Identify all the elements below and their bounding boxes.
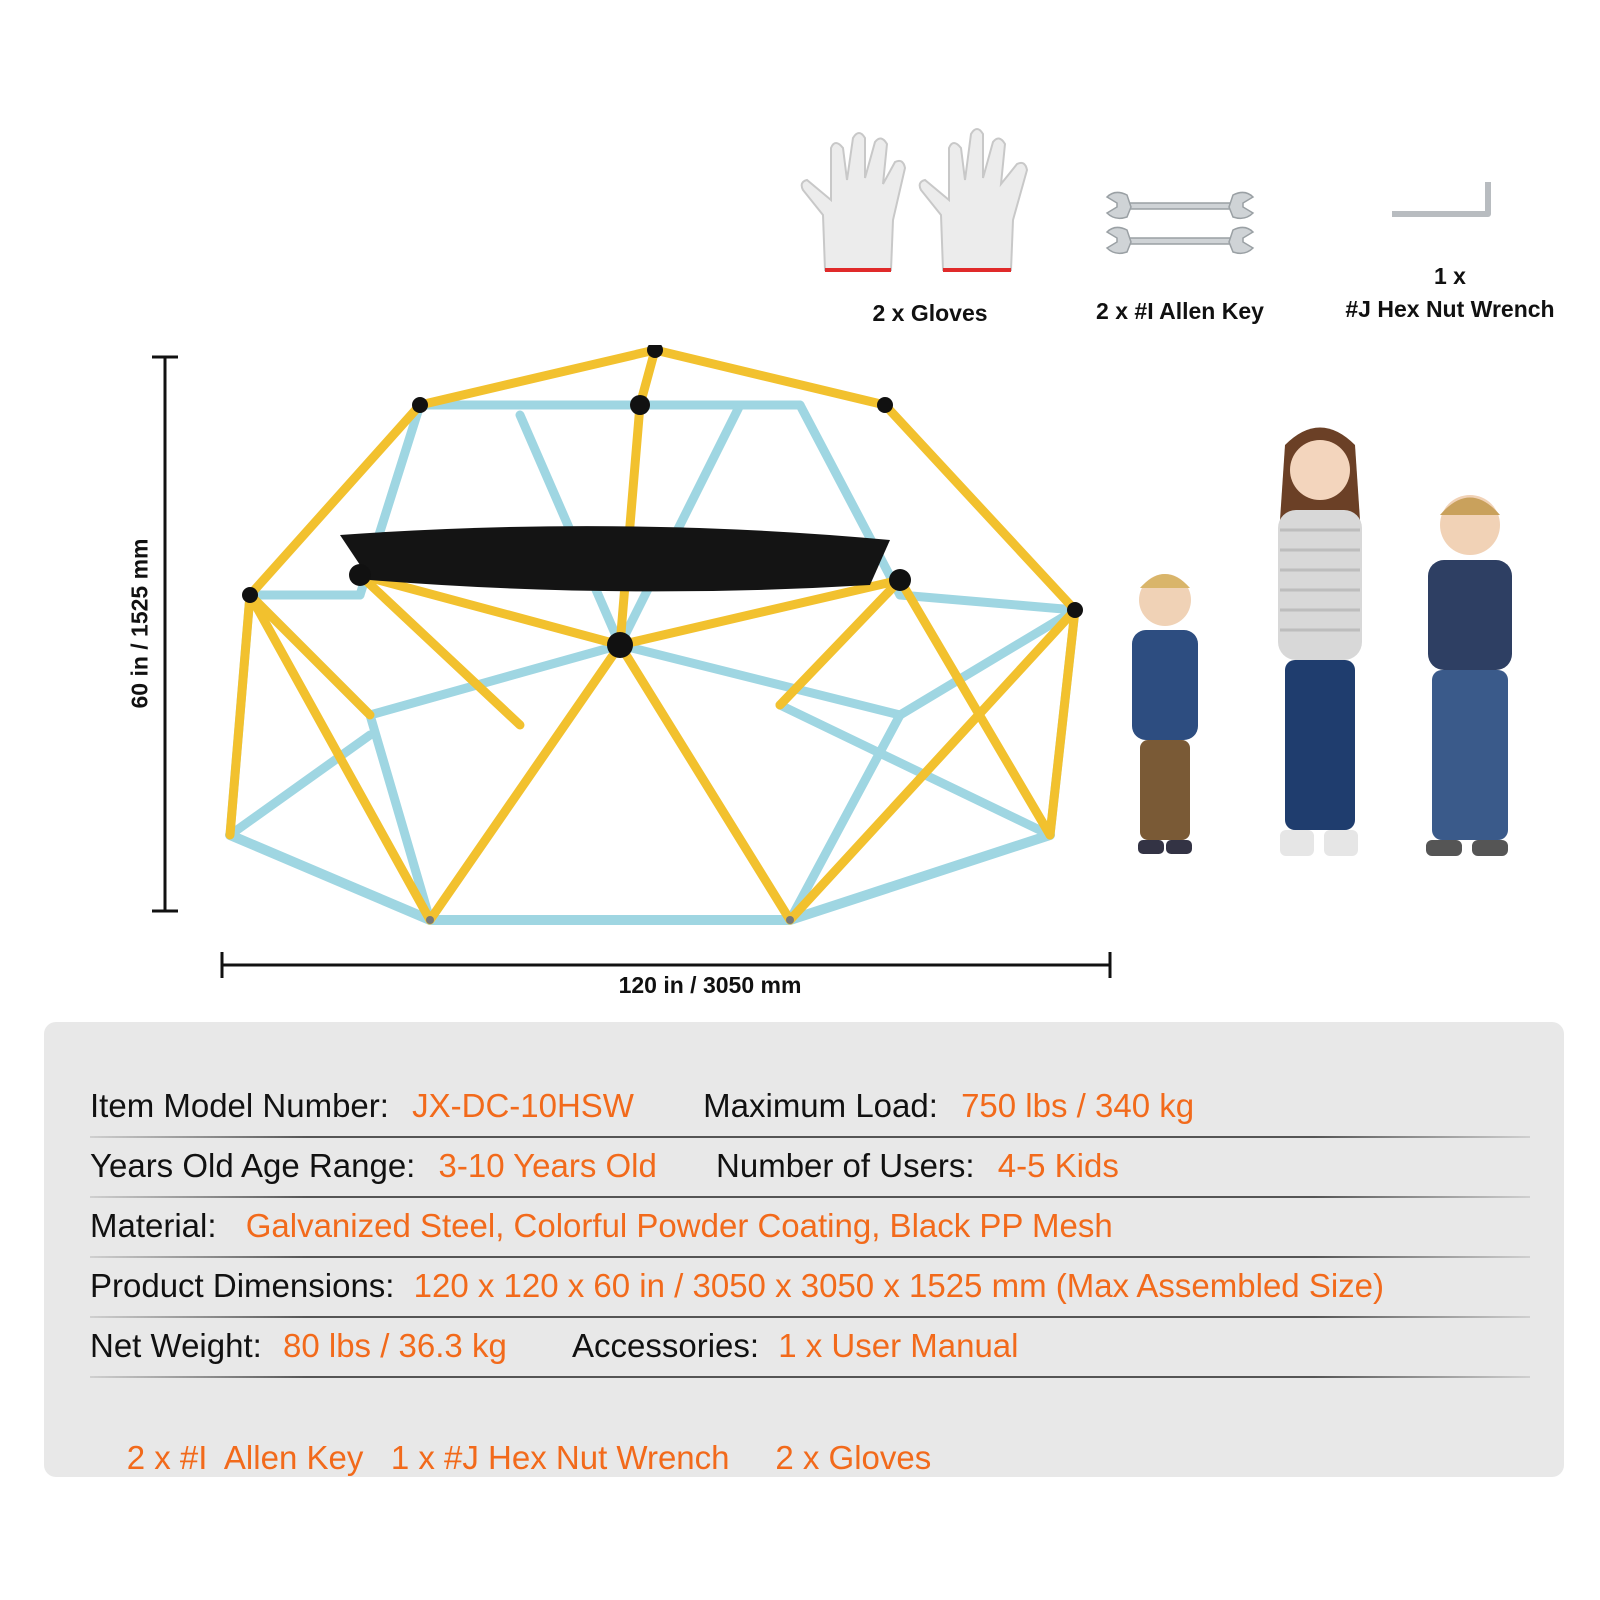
- spec-row-accessories-list: 2 x #I Allen Key 1 x #J Hex Nut Wrench 2…: [90, 1380, 932, 1476]
- allen-key-label: 2 x #I Allen Key: [1096, 298, 1264, 324]
- spec-row-model-load: Item Model Number: JX-DC-10HSW Maximum L…: [90, 1080, 1194, 1132]
- users-label: Number of Users:: [716, 1147, 975, 1184]
- toddler-figure: [1132, 574, 1198, 854]
- age-label: Years Old Age Range:: [90, 1147, 416, 1184]
- boy-figure: [1426, 495, 1512, 856]
- width-label: 120 in / 3050 mm: [618, 972, 802, 998]
- weight-label: Net Weight:: [90, 1327, 262, 1364]
- age-value: 3-10 Years Old: [438, 1147, 657, 1184]
- divider: [90, 1316, 1530, 1318]
- divider: [90, 1376, 1530, 1378]
- gloves-label: 2 x Gloves: [872, 300, 988, 326]
- spec-panel: Item Model Number: JX-DC-10HSW Maximum L…: [44, 1022, 1564, 1477]
- height-label: 60 in / 1525 mm: [126, 538, 153, 709]
- weight-value: 80 lbs / 36.3 kg: [282, 1327, 507, 1364]
- dims-value: 120 x 120 x 60 in / 3050 x 3050 x 1525 m…: [413, 1267, 1384, 1304]
- girl-figure: [1278, 427, 1362, 856]
- hex-wrench-label-line2: #J Hex Nut Wrench: [1345, 296, 1555, 322]
- dims-label: Product Dimensions:: [90, 1267, 395, 1304]
- material-label: Material:: [90, 1207, 217, 1244]
- spec-row-dimensions: Product Dimensions: 120 x 120 x 60 in / …: [90, 1260, 1384, 1312]
- accessories-value: 1 x User Manual: [778, 1327, 1019, 1364]
- spec-row-age-users: Years Old Age Range: 3-10 Years Old Numb…: [90, 1140, 1119, 1192]
- height-dimension-line: [152, 355, 178, 913]
- model-value: JX-DC-10HSW: [412, 1087, 634, 1124]
- divider: [90, 1196, 1530, 1198]
- spec-row-weight-accessories: Net Weight: 80 lbs / 36.3 kg Accessories…: [90, 1320, 1018, 1372]
- spec-row-material: Material: Galvanized Steel, Colorful Pow…: [90, 1200, 1113, 1252]
- load-value: 750 lbs / 340 kg: [961, 1087, 1195, 1124]
- divider: [90, 1256, 1530, 1258]
- hex-key-icon: [1392, 182, 1491, 217]
- hex-wrench-label-line1: 1 x: [1434, 263, 1466, 289]
- dome-climber-image: [225, 345, 1083, 925]
- users-value: 4-5 Kids: [997, 1147, 1119, 1184]
- width-dimension-line: [220, 952, 1112, 978]
- model-label: Item Model Number:: [90, 1087, 389, 1124]
- load-label: Maximum Load:: [703, 1087, 938, 1124]
- children-photo: [1132, 427, 1512, 856]
- gloves-icon: [800, 128, 1029, 272]
- material-value: Galvanized Steel, Colorful Powder Coatin…: [245, 1207, 1113, 1244]
- accessories-label: Accessories:: [571, 1327, 760, 1364]
- accessories-list-value: 2 x #I Allen Key 1 x #J Hex Nut Wrench 2…: [126, 1439, 932, 1476]
- wrench-icon: [1105, 191, 1255, 255]
- divider: [90, 1136, 1530, 1138]
